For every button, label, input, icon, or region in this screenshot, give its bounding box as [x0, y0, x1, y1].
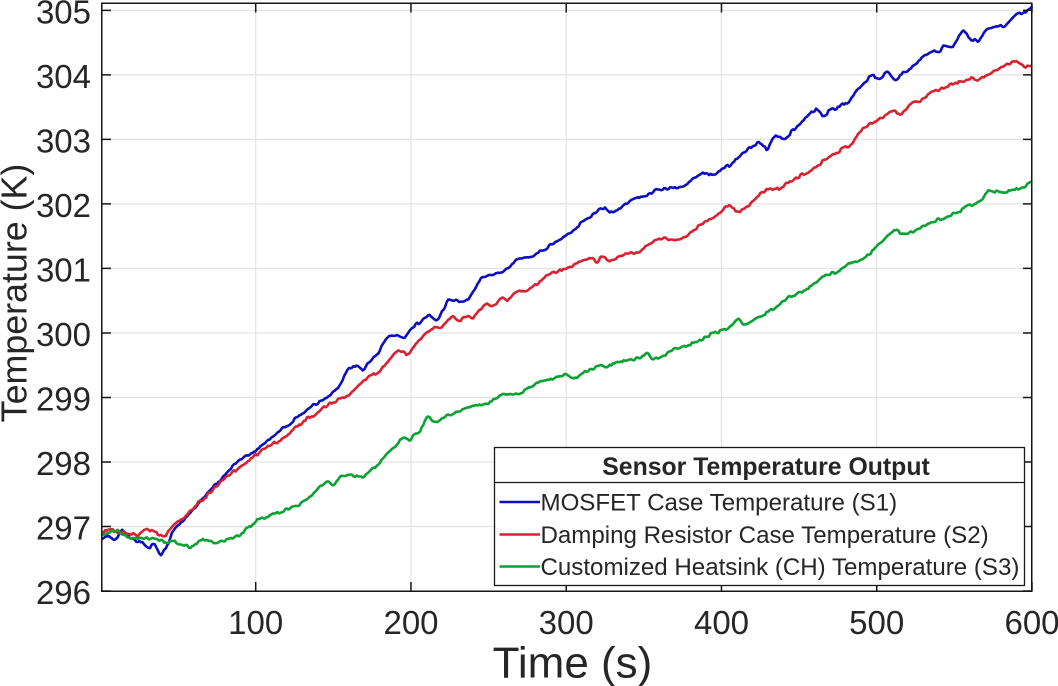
- svg-text:Time (s): Time (s): [493, 639, 653, 686]
- svg-text:305: 305: [36, 0, 91, 30]
- svg-text:600: 600: [1004, 604, 1058, 641]
- svg-text:297: 297: [36, 510, 91, 547]
- svg-text:100: 100: [228, 604, 283, 641]
- svg-text:Customized Heatsink (CH) Tempe: Customized Heatsink (CH) Temperature (S3…: [541, 554, 1020, 581]
- svg-text:200: 200: [383, 604, 438, 641]
- svg-text:500: 500: [849, 604, 904, 641]
- svg-text:304: 304: [36, 58, 91, 95]
- svg-text:303: 303: [36, 122, 91, 159]
- svg-text:298: 298: [36, 445, 91, 482]
- svg-text:301: 301: [36, 251, 91, 288]
- svg-text:400: 400: [694, 604, 749, 641]
- svg-text:Damping Resistor Case Temperat: Damping Resistor Case Temperature (S2): [541, 522, 989, 549]
- svg-text:296: 296: [36, 574, 91, 611]
- svg-text:300: 300: [539, 604, 594, 641]
- svg-text:302: 302: [36, 187, 91, 224]
- svg-text:299: 299: [36, 381, 91, 418]
- svg-text:300: 300: [36, 316, 91, 353]
- svg-text:Temperature (K): Temperature (K): [0, 164, 35, 423]
- svg-text:Sensor Temperature Output: Sensor Temperature Output: [602, 454, 929, 481]
- svg-text:MOSFET Case Temperature (S1): MOSFET Case Temperature (S1): [541, 490, 898, 517]
